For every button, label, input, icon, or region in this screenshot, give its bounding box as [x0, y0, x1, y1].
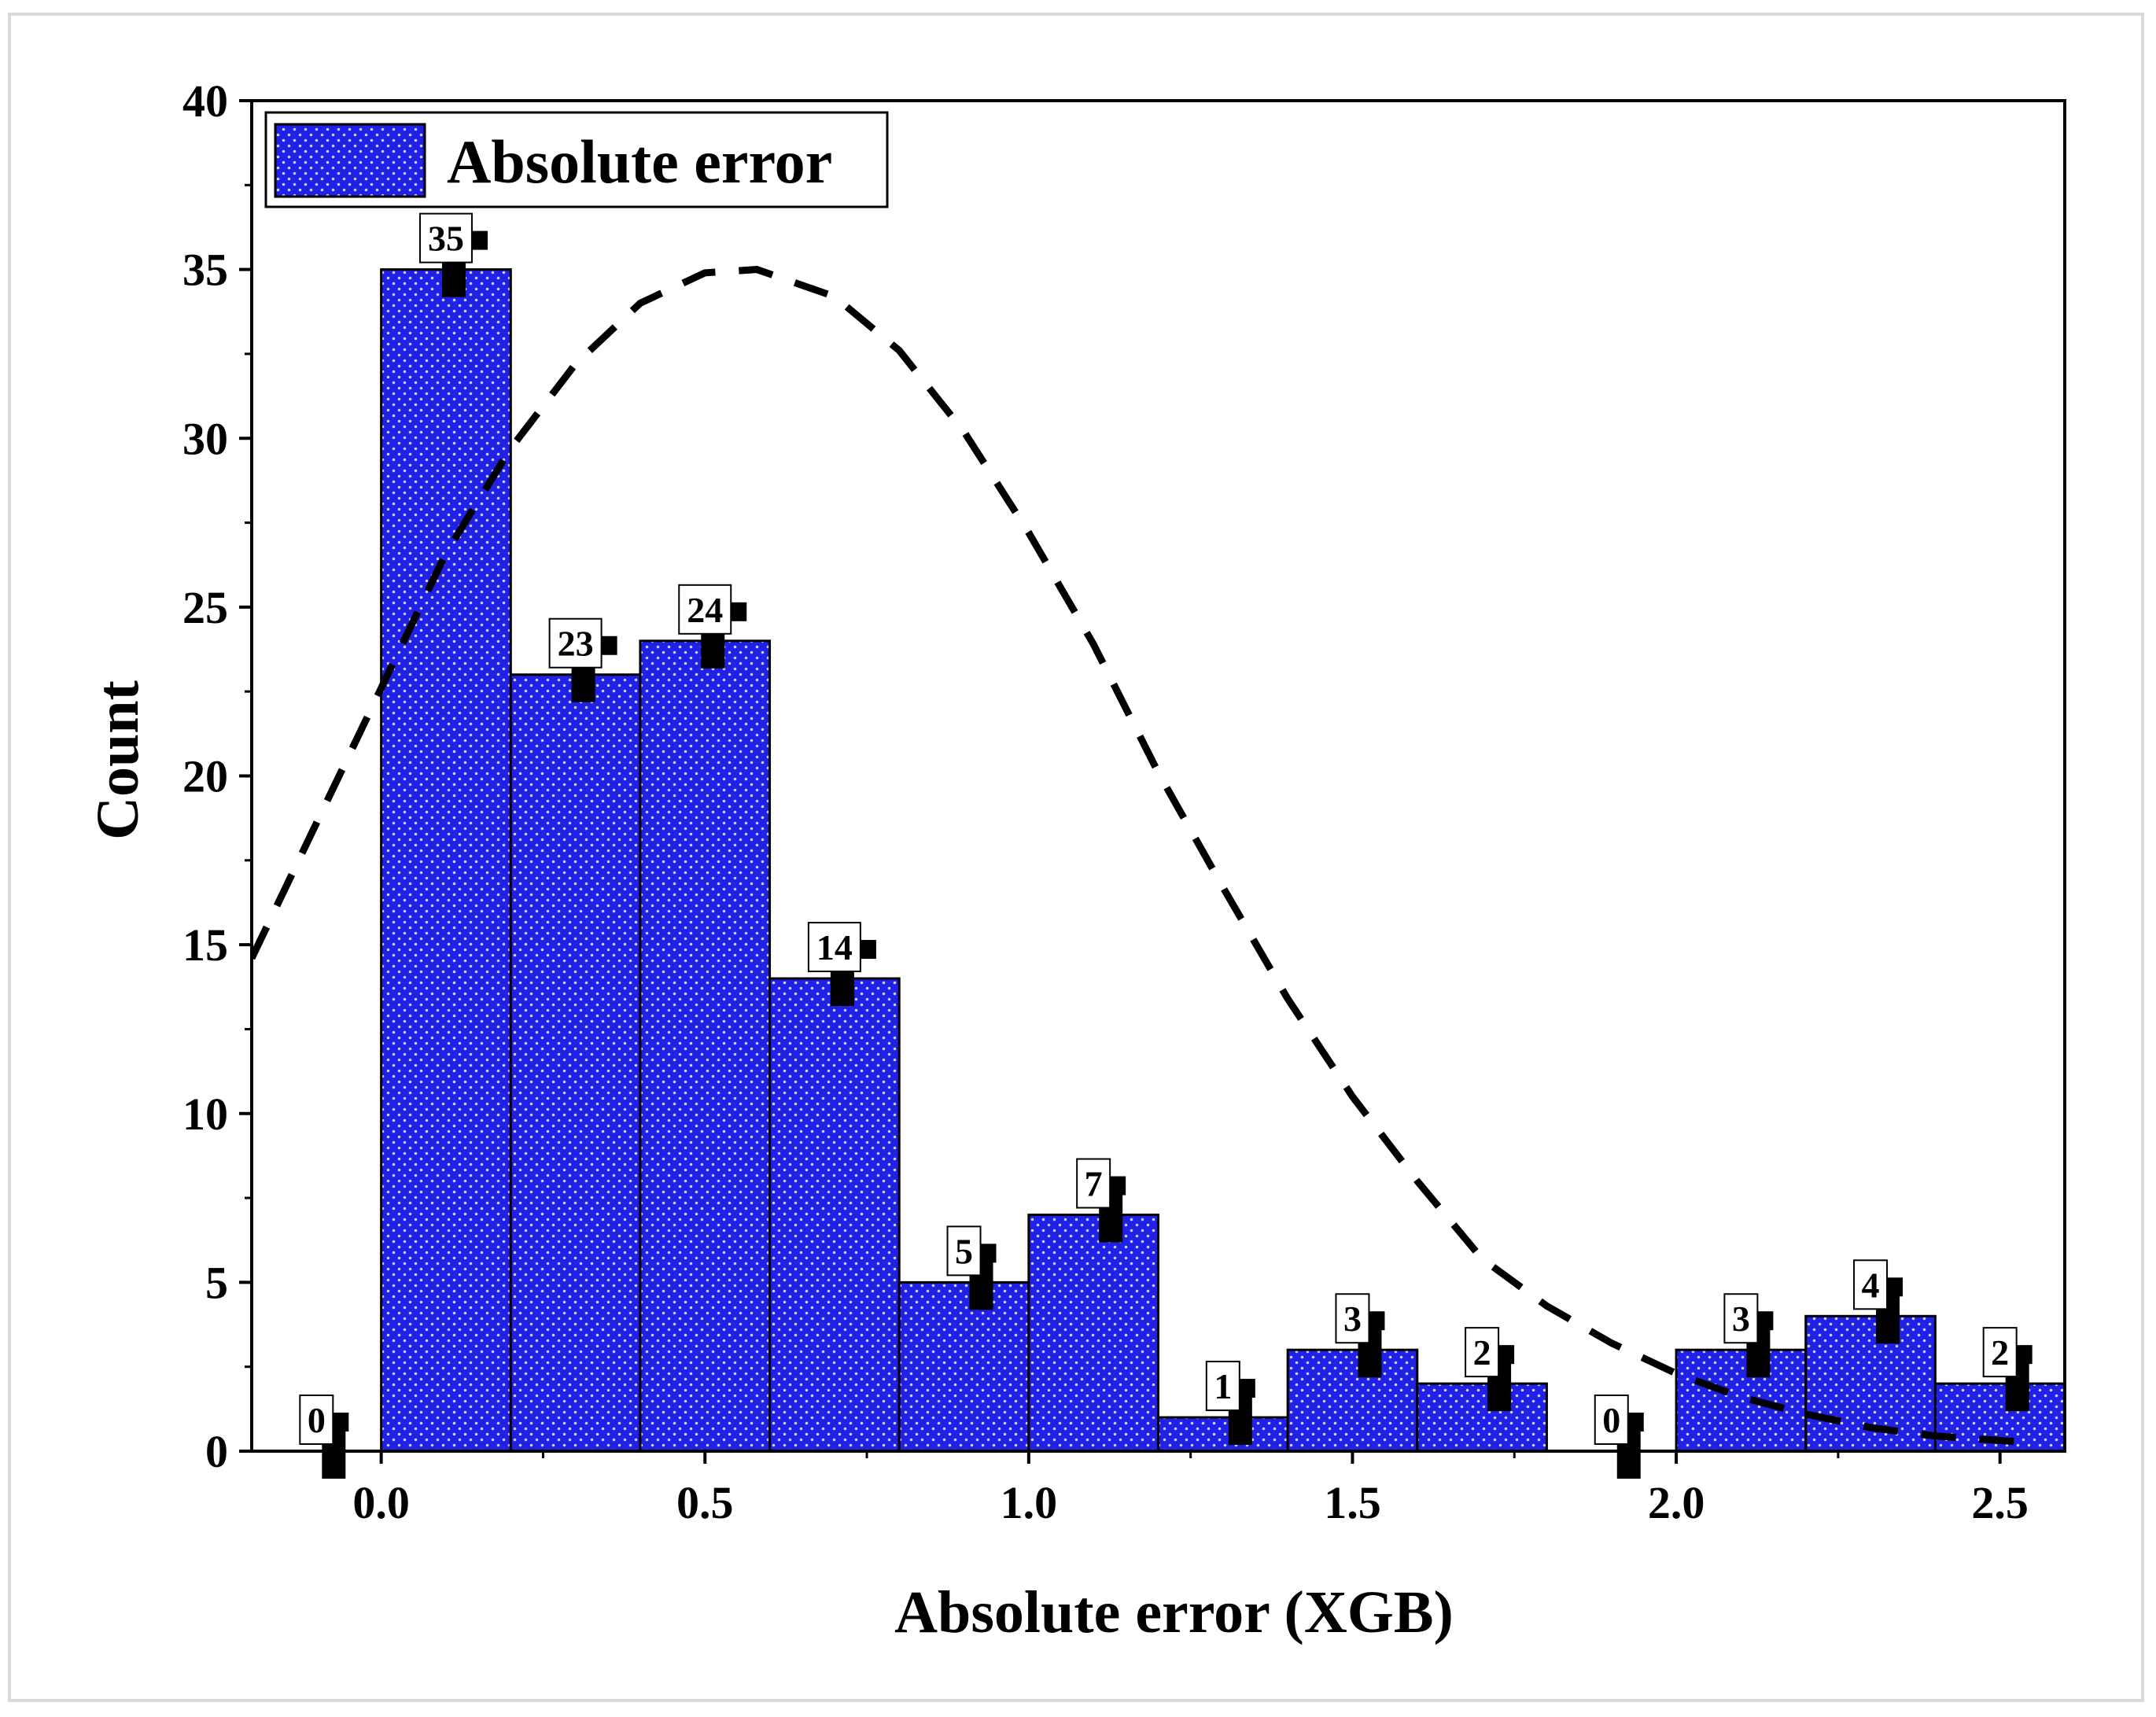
- x-axis-title: Absolute error (XGB): [894, 1579, 1454, 1645]
- x-tick-label: 2.5: [1971, 1477, 2029, 1528]
- y-tick-label: 15: [182, 919, 228, 971]
- y-tick-label: 10: [182, 1089, 228, 1140]
- y-tick-label: 5: [205, 1257, 228, 1308]
- y-tick-label: 0: [205, 1426, 228, 1477]
- data-label: 0: [299, 1395, 349, 1479]
- data-label: 14: [807, 922, 876, 1007]
- data-label-box: [1076, 1158, 1111, 1209]
- x-tick-label: 0.0: [352, 1477, 410, 1528]
- data-label-box: [1465, 1327, 1500, 1378]
- fit-curve-layer: [252, 266, 2033, 1446]
- data-labels-layer: 0 35 23 24 14 5 7 1 3 2 0 3 4 2: [299, 212, 2033, 1479]
- data-label-text: 24: [687, 590, 723, 630]
- data-label-text: 2: [1991, 1332, 2009, 1372]
- data-label-text: 2: [1473, 1332, 1491, 1372]
- histogram-bar: [1416, 1382, 1548, 1453]
- data-label: 3: [1723, 1293, 1774, 1378]
- data-label-box: [678, 584, 732, 635]
- y-axis-title: Count: [85, 680, 151, 840]
- histogram-bar: [897, 1280, 1030, 1453]
- data-label-text: 4: [1862, 1265, 1880, 1305]
- data-label: 3: [1335, 1293, 1385, 1378]
- data-label-box: [946, 1225, 982, 1277]
- y-tick-label: 20: [182, 751, 228, 802]
- x-tick-label: 2.0: [1648, 1477, 1705, 1528]
- data-label-text: 3: [1732, 1299, 1750, 1339]
- data-label-text: 14: [816, 927, 853, 967]
- data-label-box: [1723, 1293, 1759, 1344]
- data-label: 7: [1076, 1158, 1126, 1243]
- data-label-box: [548, 617, 603, 669]
- legend-swatch: [274, 123, 426, 198]
- data-label: 0: [1594, 1395, 1644, 1479]
- data-label-text: 23: [558, 624, 594, 664]
- data-label-text: 0: [308, 1400, 326, 1440]
- histogram-bar: [1675, 1348, 1808, 1453]
- legend-label: Absolute error: [447, 127, 832, 196]
- data-label-text: 3: [1343, 1299, 1362, 1339]
- data-label-box: [1205, 1361, 1240, 1412]
- data-label: 2: [1465, 1327, 1515, 1412]
- y-tick-label: 35: [182, 245, 228, 296]
- histogram-bar: [639, 639, 772, 1453]
- fit-curve: [252, 266, 2033, 1446]
- bars-layer: [380, 268, 2066, 1453]
- histogram-bar: [509, 673, 642, 1453]
- data-label-text: 0: [1602, 1400, 1620, 1440]
- data-label: 2: [1982, 1327, 2033, 1412]
- y-tick-label: 25: [182, 582, 228, 633]
- data-label: 5: [946, 1225, 997, 1310]
- data-label-box: [299, 1395, 334, 1445]
- data-label: 1: [1205, 1361, 1255, 1446]
- data-label-text: 7: [1085, 1164, 1103, 1204]
- x-tick-label: 0.5: [676, 1477, 734, 1528]
- data-label-box: [418, 212, 473, 263]
- data-label-box: [807, 922, 861, 973]
- histogram-bar: [1286, 1348, 1419, 1453]
- histogram-bar: [380, 268, 512, 1453]
- data-label-text: 1: [1214, 1366, 1232, 1406]
- data-label: 35: [418, 212, 488, 297]
- data-label-box: [1982, 1327, 2018, 1378]
- y-tick-label: 40: [182, 76, 228, 127]
- data-label: 4: [1853, 1259, 1904, 1344]
- data-label: 24: [678, 584, 747, 669]
- histogram-bar: [1157, 1416, 1289, 1453]
- data-label: 23: [548, 617, 617, 702]
- data-label-box: [1335, 1293, 1370, 1344]
- x-tick-label: 1.0: [1001, 1477, 1058, 1528]
- data-label-box: [1594, 1395, 1629, 1445]
- x-tick-label: 1.5: [1324, 1477, 1381, 1528]
- legend: Absolute error: [264, 111, 889, 208]
- histogram-bar: [1027, 1214, 1160, 1453]
- data-label-box: [1853, 1259, 1889, 1310]
- data-label-text: 35: [428, 219, 464, 259]
- y-tick-label: 30: [182, 413, 228, 464]
- histogram-bar: [768, 977, 901, 1453]
- data-label-text: 5: [955, 1231, 973, 1271]
